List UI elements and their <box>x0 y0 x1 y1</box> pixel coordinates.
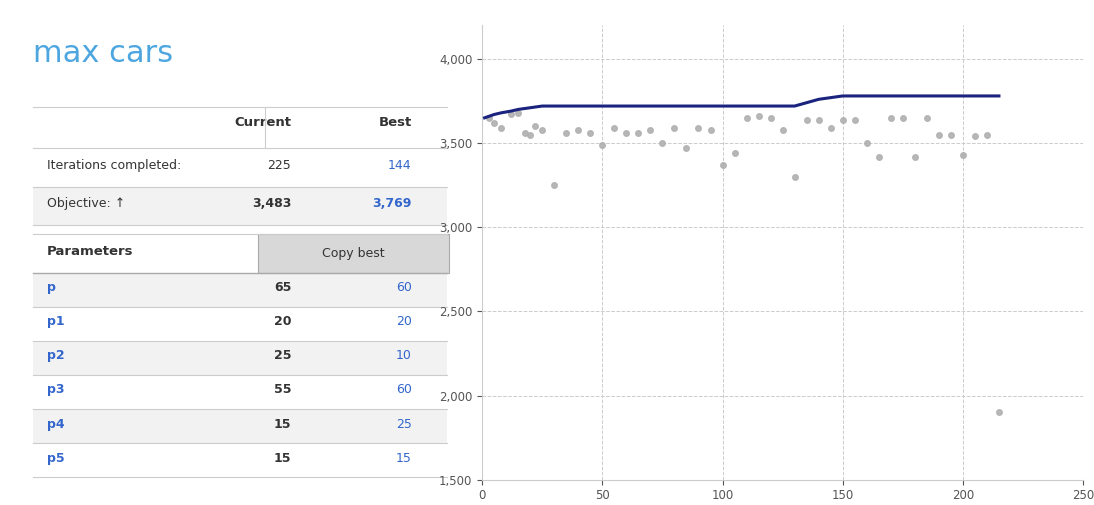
Point <box>606 124 624 132</box>
Point <box>942 131 959 139</box>
Point <box>798 116 815 124</box>
Bar <box>33 273 447 307</box>
Text: 60: 60 <box>396 281 411 294</box>
Text: 55: 55 <box>274 383 291 396</box>
Point <box>522 131 539 139</box>
Text: 65: 65 <box>274 281 291 294</box>
Point <box>516 129 534 137</box>
Text: 10: 10 <box>396 349 411 363</box>
Point <box>990 409 1008 417</box>
Point <box>737 114 755 122</box>
Text: 15: 15 <box>396 451 411 465</box>
Point <box>773 126 791 134</box>
Point <box>677 144 695 152</box>
Point <box>689 124 707 132</box>
Text: 3,769: 3,769 <box>372 197 411 210</box>
Point <box>582 129 600 137</box>
Point <box>480 114 498 122</box>
Point <box>630 129 648 137</box>
Point <box>978 131 996 139</box>
Point <box>486 119 503 127</box>
Point <box>870 153 887 161</box>
Text: 15: 15 <box>274 451 291 465</box>
Point <box>701 126 719 134</box>
Point <box>618 129 636 137</box>
Text: p2: p2 <box>47 349 65 363</box>
Point <box>642 126 660 134</box>
Text: 15: 15 <box>274 418 291 431</box>
Point <box>894 114 911 122</box>
Point <box>749 112 767 120</box>
Point <box>918 114 935 122</box>
Point <box>534 126 551 134</box>
Point <box>546 181 563 189</box>
Point <box>725 149 743 157</box>
Bar <box>33 341 447 375</box>
Point <box>761 114 779 122</box>
Text: Best: Best <box>379 117 411 129</box>
Point <box>502 111 520 119</box>
Text: 60: 60 <box>396 383 411 396</box>
Bar <box>33 409 447 443</box>
Point <box>594 141 612 149</box>
Point <box>954 151 971 159</box>
Text: 3,483: 3,483 <box>252 197 291 210</box>
Point <box>882 114 899 122</box>
Point <box>558 129 575 137</box>
Text: 20: 20 <box>396 315 411 328</box>
Point <box>846 116 863 124</box>
Point <box>654 139 672 147</box>
Text: 144: 144 <box>388 159 411 172</box>
Point <box>966 132 984 140</box>
Point <box>526 122 544 130</box>
Point <box>858 139 875 147</box>
Point <box>785 173 803 181</box>
Text: max cars: max cars <box>33 39 173 68</box>
Text: Parameters: Parameters <box>47 245 133 258</box>
Point <box>666 124 684 132</box>
FancyBboxPatch shape <box>258 234 450 273</box>
Text: p4: p4 <box>47 418 65 431</box>
Bar <box>33 186 447 225</box>
Text: Objective: ↑: Objective: ↑ <box>47 197 125 210</box>
Text: Iterations completed:: Iterations completed: <box>47 159 181 172</box>
Text: Current: Current <box>234 117 291 129</box>
Point <box>906 153 923 161</box>
Text: 225: 225 <box>268 159 291 172</box>
Text: Copy best: Copy best <box>323 247 385 260</box>
Text: p: p <box>47 281 56 294</box>
Text: 25: 25 <box>396 418 411 431</box>
Point <box>810 116 827 124</box>
Point <box>834 116 851 124</box>
Text: p5: p5 <box>47 451 65 465</box>
Point <box>822 124 839 132</box>
Text: 25: 25 <box>274 349 291 363</box>
Text: p1: p1 <box>47 315 65 328</box>
Text: p3: p3 <box>47 383 65 396</box>
Point <box>930 131 947 139</box>
Point <box>492 124 510 132</box>
Point <box>510 109 527 117</box>
Text: 20: 20 <box>274 315 291 328</box>
Point <box>570 126 587 134</box>
Point <box>713 161 731 169</box>
